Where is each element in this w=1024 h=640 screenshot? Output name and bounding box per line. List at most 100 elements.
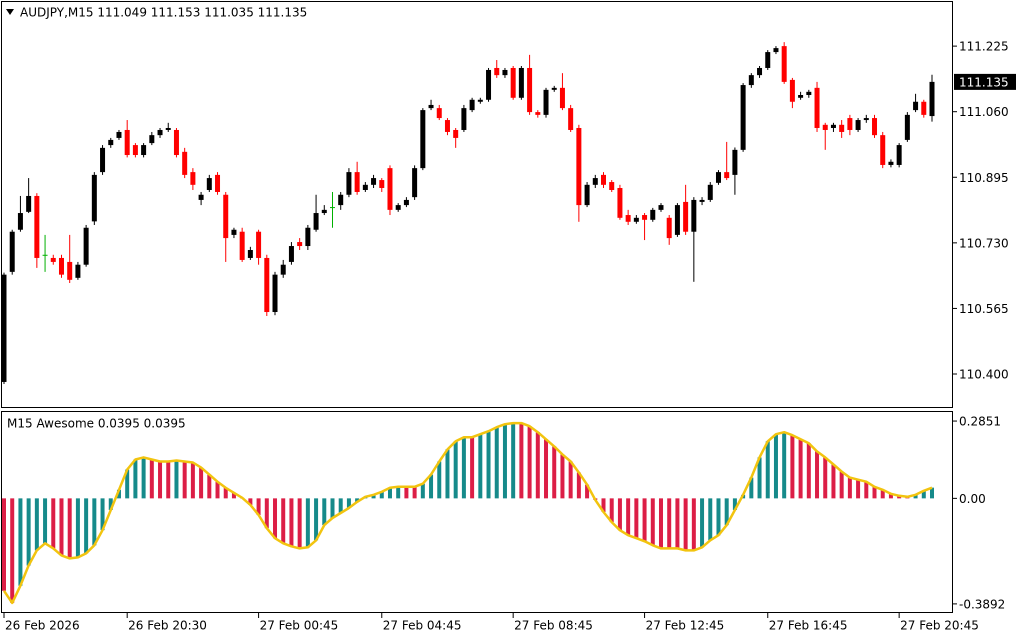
ao-bar [108,498,113,510]
candle-body [683,201,689,232]
ao-bar [667,498,672,549]
candle-body [26,195,32,212]
candle-body [822,124,828,130]
candle-body [789,79,795,102]
ao-bar [700,498,705,548]
ao-bar [642,498,647,542]
ao-bar [445,449,450,499]
ao-bar [125,469,130,499]
candle-body [477,99,483,102]
ao-bar [231,492,236,499]
ao-bar [322,498,327,526]
ao-bar [782,432,787,499]
ao-bar [84,498,89,554]
candle-body [781,46,787,82]
candle-body [888,161,894,165]
candle-body [338,194,344,206]
candle-body [379,180,385,189]
x-tick-label: 27 Feb 20:45 [900,619,979,633]
ao-bar [67,498,72,559]
ao-bar [691,498,696,551]
candle-body [880,135,886,165]
ao-bar [921,490,926,499]
ao-bar [420,483,425,499]
y-tick-label: -0.3892 [959,597,1005,611]
candle-body [280,264,286,275]
candle-body [165,127,171,130]
ao-bar [708,498,713,541]
ao-bar [26,498,31,566]
ao-bar [51,498,56,549]
ao-bar [289,498,294,547]
ao-bar [913,494,918,499]
ao-bar [355,498,360,502]
candle-body [346,172,352,195]
candle-body [9,231,15,272]
ao-bar [732,498,737,510]
ao-bar [658,498,663,549]
candle-body [354,172,360,192]
ao-bar [527,426,532,499]
ao-bar [174,460,179,499]
x-tick-label: 26 Feb 20:30 [128,619,207,633]
candle-body [748,75,754,86]
ao-bar [34,498,39,551]
ao-bar [897,495,902,499]
candle-body [625,215,631,222]
ao-bar [790,435,795,499]
ao-bar [461,437,466,499]
candle-body [108,139,114,146]
y-tick-label: 110.730 [959,236,1009,250]
menu-triangle[interactable] [6,9,14,15]
candle-body [707,184,713,200]
ao-bar [930,487,934,499]
ao-bar [412,486,417,499]
candle-body [666,217,672,239]
ao-bar [429,474,434,499]
ao-bar [888,493,893,499]
candle-body [75,264,81,278]
ao-bar [486,431,491,499]
candle-body [371,178,377,185]
ao-bar [773,434,778,499]
ao-line [2,421,933,605]
candle-body [674,205,680,235]
candle-body [247,250,253,258]
ao-bar [75,498,80,558]
candle-body [872,118,878,136]
ao-bar [199,467,204,499]
ao-bar [314,498,319,541]
candle-body [617,188,623,218]
candle-body [395,205,401,210]
ao-bar [346,498,351,508]
x-tick-label: 27 Feb 12:45 [646,619,725,633]
candle-body [329,207,335,209]
ao-bar [338,498,343,514]
candle-body [715,172,721,183]
ao-bar [141,457,146,499]
last-price-label: 111.135 [959,75,1009,89]
candle-body [855,120,861,130]
ao-bar [100,498,105,531]
candle-body [272,274,278,313]
candle-body [551,87,557,90]
candle-body [699,199,705,202]
ao-bar [273,498,278,539]
ao-bar [585,484,590,499]
candle-body [420,110,426,169]
candle-body [453,129,459,138]
ao-bar [264,498,269,529]
x-tick-label: 27 Feb 16:45 [769,619,848,633]
ao-bar [158,461,163,499]
candle-body [239,231,245,260]
x-tick-label: 26 Feb 2026 [5,619,80,633]
ao-bar [601,498,606,512]
price-panel [1,1,953,408]
ao-bar [617,498,622,531]
ao-bar [248,498,253,505]
candle-body [896,145,902,165]
candle-body [633,217,639,222]
candle-body [724,172,730,179]
candle-body [929,81,935,117]
